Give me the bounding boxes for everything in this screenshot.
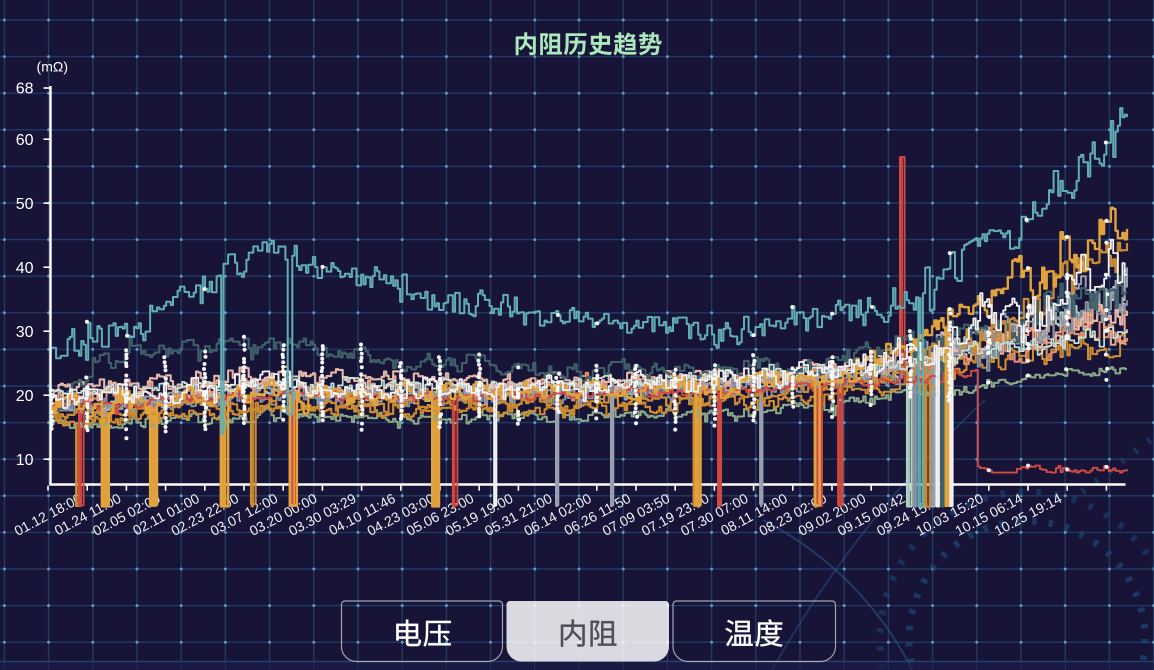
svg-text:68: 68 — [16, 81, 34, 98]
svg-text:10: 10 — [16, 452, 34, 469]
svg-text:30: 30 — [16, 324, 34, 341]
svg-text:50: 50 — [16, 196, 34, 213]
svg-text:(mΩ): (mΩ) — [37, 59, 68, 75]
svg-text:40: 40 — [16, 260, 34, 277]
svg-text:20: 20 — [16, 388, 34, 405]
svg-text:60: 60 — [16, 132, 34, 149]
